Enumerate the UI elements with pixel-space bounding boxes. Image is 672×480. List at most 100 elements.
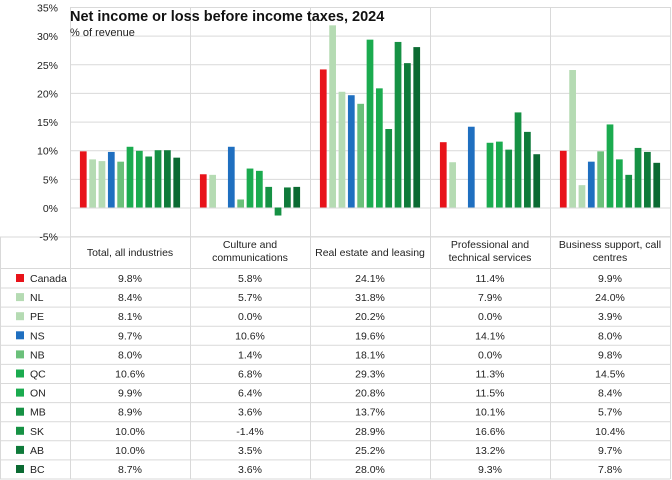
y-tick-label: 20%	[37, 88, 58, 100]
bar	[284, 187, 291, 208]
gridlines	[0, 7, 671, 480]
table-cell-value: 10.6%	[235, 330, 265, 342]
legend-key	[16, 274, 24, 282]
bar	[319, 69, 327, 208]
bar	[293, 186, 301, 208]
bar	[514, 112, 522, 208]
bar	[274, 207, 282, 216]
table-cell-value: 14.5%	[595, 369, 625, 381]
bar	[227, 146, 235, 208]
bar	[357, 103, 365, 208]
table-cell-value: 10.1%	[475, 407, 505, 419]
series-name: NL	[30, 292, 44, 304]
bar	[338, 91, 346, 208]
table-cell-value: 8.4%	[118, 292, 142, 304]
bar	[449, 162, 456, 208]
table-cell-value: 7.8%	[598, 464, 622, 476]
bar	[578, 185, 586, 208]
category-label: Total, all industries	[87, 247, 173, 259]
table-cell-value: 28.9%	[355, 426, 385, 438]
table-cell-value: 20.2%	[355, 311, 385, 323]
table-cell-value: 8.9%	[118, 407, 142, 419]
bar	[375, 88, 383, 208]
bar	[467, 126, 475, 208]
bar	[135, 150, 143, 208]
table-cell-value: 8.4%	[598, 388, 622, 400]
series-name: SK	[30, 426, 44, 438]
bar	[164, 150, 171, 208]
table-cell-value: 9.9%	[118, 388, 142, 400]
bar	[347, 95, 355, 208]
legend-key	[16, 350, 24, 359]
bar	[385, 129, 393, 208]
table-cell-value: 8.1%	[118, 311, 142, 323]
bar	[634, 147, 642, 208]
bar	[404, 63, 411, 208]
table-cell-value: 9.9%	[598, 273, 622, 285]
bar	[439, 142, 447, 208]
category-label: Culture and	[223, 239, 277, 251]
series-name: MB	[30, 407, 46, 419]
legend-key	[16, 445, 24, 454]
table-cell-value: 9.8%	[118, 273, 142, 285]
table-cell-value: 18.1%	[355, 349, 385, 361]
table-cell-value: 25.2%	[355, 445, 385, 457]
table-cell-value: 8.7%	[118, 464, 142, 476]
y-tick-label: 30%	[37, 31, 58, 43]
table-cell-value: 24.1%	[355, 273, 385, 285]
table-cell-value: 11.3%	[476, 369, 505, 381]
table-cell-value: 19.6%	[355, 330, 385, 342]
legend-key	[16, 426, 24, 435]
bar	[117, 161, 125, 208]
category-label: communications	[212, 252, 288, 264]
category-label: Professional and	[451, 239, 529, 251]
y-tick-label: 0%	[43, 203, 58, 215]
bar	[505, 149, 513, 208]
bar	[495, 141, 503, 208]
table-cell-value: 0.0%	[478, 349, 502, 361]
y-tick-label: 10%	[37, 146, 58, 158]
y-tick-label: 15%	[37, 117, 58, 129]
legend-key	[16, 388, 24, 397]
table-cell-value: 8.0%	[118, 349, 142, 361]
bar	[209, 174, 216, 208]
table-cell-value: 20.8%	[355, 388, 385, 400]
table-cell-value: 6.8%	[238, 369, 262, 381]
table-cell-value: 3.5%	[238, 445, 262, 457]
table-cell-value: 10.6%	[115, 369, 145, 381]
bar	[587, 161, 595, 208]
table-cell-value: 11.4%	[476, 273, 505, 285]
table-cell-value: 13.7%	[355, 407, 385, 419]
bar	[394, 41, 402, 208]
bar	[79, 151, 87, 208]
bar	[89, 159, 96, 208]
bar	[255, 170, 263, 208]
y-tick-label: 25%	[37, 60, 58, 72]
legend-key	[16, 465, 24, 473]
bar	[173, 157, 181, 208]
table-cell-value: 11.5%	[476, 388, 505, 400]
bar	[486, 142, 494, 208]
table-cell-value: 0.0%	[238, 311, 262, 323]
bar	[524, 131, 531, 208]
y-tick-label: 35%	[37, 3, 58, 15]
table-cell-value: 5.7%	[598, 407, 622, 419]
series-name: NB	[30, 349, 45, 361]
table-cell-value: 10.0%	[115, 426, 145, 438]
series-name: ON	[30, 388, 46, 400]
bar	[625, 174, 633, 208]
chart-subtitle: % of revenue	[70, 27, 135, 39]
legend-key	[16, 369, 24, 378]
y-axis: -5% 0% 5% 10% 15% 20% 25% 30% 35%	[37, 3, 58, 244]
bar	[606, 124, 614, 208]
table-cell-value: 7.9%	[478, 292, 502, 304]
table-cell-value: 24.0%	[595, 292, 625, 304]
bar	[107, 151, 115, 208]
table-cell-value: 16.6%	[475, 426, 505, 438]
bar	[237, 199, 245, 208]
table-cell-value: 10.4%	[595, 426, 625, 438]
bar	[533, 154, 541, 208]
table-cell-value: 3.6%	[238, 407, 262, 419]
table-cell-value: 0.0%	[478, 311, 502, 323]
table-cell-value: 9.8%	[598, 349, 622, 361]
